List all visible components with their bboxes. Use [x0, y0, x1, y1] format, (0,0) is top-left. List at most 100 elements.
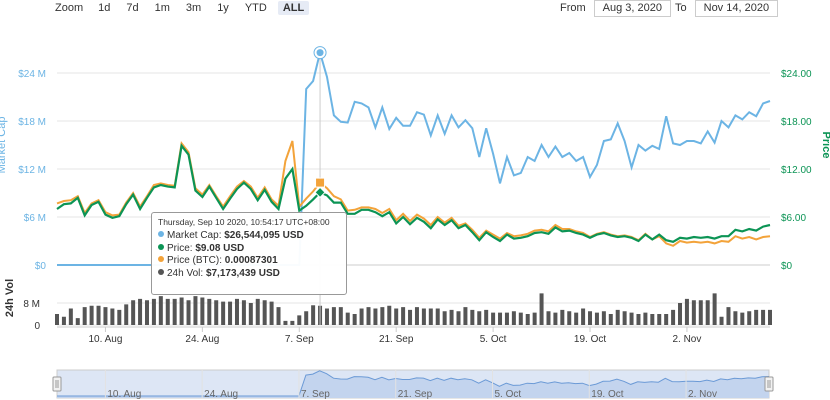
from-label: From [560, 2, 586, 14]
navigator-area [57, 370, 769, 398]
volume-bar [615, 309, 620, 325]
volume-bar [352, 314, 357, 325]
x-tick-label: 7. Sep [285, 334, 314, 345]
volume-bar [290, 320, 295, 325]
zoom-all-button[interactable]: ALL [277, 1, 310, 15]
to-label: To [675, 2, 687, 14]
zoom-1d-button[interactable]: 1d [98, 2, 111, 14]
tooltip-header: Thursday, Sep 10 2020, 10:54:17 UTC+08:0… [158, 217, 330, 227]
volume-bar [241, 300, 246, 325]
volume-bar [484, 309, 489, 325]
left-tick-label: $0 [35, 261, 47, 272]
volume-bar [761, 309, 766, 325]
right-tick-label: $18.00 [781, 117, 812, 128]
volume-bar [539, 293, 544, 325]
volume-bar [726, 307, 731, 325]
navigator-right-handle[interactable] [764, 376, 774, 392]
right-tick-label: $24.00 [781, 69, 812, 80]
left-tick-label: $24 M [18, 69, 46, 80]
price-btc-dot-icon [158, 256, 164, 262]
volume-bar [394, 308, 399, 325]
volume-bar [442, 311, 447, 325]
volume-bar [477, 311, 482, 325]
x-tick-label: 19. Oct [574, 334, 606, 345]
volume-dot-icon [158, 268, 164, 275]
navigator-tick-label: 19. Oct [591, 389, 623, 400]
volume-bar [151, 298, 156, 325]
volume-bar [449, 309, 454, 325]
volume-bar [117, 309, 122, 325]
price-dot-icon [158, 243, 164, 250]
zoom-3m-button[interactable]: 3m [185, 2, 202, 14]
tooltip-label: 24h Vol [167, 267, 201, 279]
volume-bar [498, 312, 503, 325]
volume-bar [193, 296, 198, 325]
volume-bar [671, 309, 676, 325]
volume-bar [55, 314, 59, 325]
volume-bar [532, 312, 537, 325]
navigator[interactable]: 10. Aug 24. Aug 7. Sep 21. Sep 5. Oct 19. Oct… [52, 369, 774, 400]
volume-bar [380, 307, 385, 325]
volume-bar [456, 311, 461, 325]
volume-bar [207, 298, 212, 325]
zoom-ytd-button[interactable]: YTD [244, 2, 267, 14]
from-date-input[interactable]: Aug 3, 2020 [593, 0, 672, 17]
volume-bar [581, 308, 586, 325]
navigator-tick-label: 24. Aug [204, 389, 238, 400]
zoom-1y-button[interactable]: 1y [217, 2, 229, 14]
zoom-1m-button[interactable]: 1m [154, 2, 170, 14]
volume-bar [518, 312, 523, 325]
volume-bar [103, 307, 108, 325]
volume-bar [664, 314, 669, 325]
volume-bar [124, 304, 129, 325]
date-range-to: To Nov 14, 2020 [675, 0, 779, 17]
price-btc-hover-marker [315, 177, 326, 188]
tooltip-label: Market Cap [167, 230, 219, 241]
volume-bar [82, 307, 87, 325]
volume-bar [684, 298, 689, 325]
volume-bar [110, 308, 115, 325]
volume-bar [747, 311, 752, 325]
series-lines [56, 48, 771, 266]
volume-bar [705, 300, 710, 325]
navigator-tick-label: 21. Sep [398, 389, 433, 400]
volume-bar [200, 297, 205, 325]
chart-tooltip: Thursday, Sep 10 2020, 10:54:17 UTC+08:0… [151, 212, 347, 295]
volume-bar [511, 311, 516, 325]
tooltip-value: $7,173,439 USD [205, 267, 280, 279]
volume-bar [297, 315, 302, 325]
volume-bar [525, 314, 530, 325]
volume-bar [276, 307, 281, 325]
right-tick-label: $6.00 [781, 213, 806, 224]
to-date-input[interactable]: Nov 14, 2020 [694, 0, 779, 17]
volume-bar [214, 300, 219, 325]
tooltip-value: 0.00087301 [224, 255, 278, 266]
volume-bar [331, 307, 336, 325]
tooltip-row-volume: 24h Vol: $7,173,439 USD [158, 268, 340, 281]
volume-bar [221, 301, 226, 325]
volume-bar [186, 300, 191, 325]
navigator-tick-label: 2. Nov [688, 389, 717, 400]
navigator-left-handle[interactable] [52, 376, 62, 392]
volume-bar [491, 312, 496, 325]
tooltip-row-market-cap: Market Cap: $26,544,095 USD [158, 230, 340, 243]
tooltip-label: Price [167, 242, 190, 254]
volume-tick-label: 0 [34, 321, 40, 332]
market-cap-dot-icon [158, 231, 164, 237]
zoom-7d-button[interactable]: 7d [126, 2, 139, 14]
volume-bar [421, 308, 426, 325]
volume-bar [504, 312, 509, 325]
volume-bar [228, 301, 233, 325]
volume-bar [75, 318, 80, 325]
volume-bar [345, 312, 350, 325]
volume-bar [678, 303, 683, 325]
left-tick-label: $18 M [18, 117, 46, 128]
volume-bar [629, 312, 634, 325]
volume-bar [61, 316, 66, 325]
left-axis-title: Market Cap [0, 117, 8, 174]
volume-bar [754, 309, 759, 325]
volume-bar [414, 307, 419, 325]
volume-bar [138, 298, 143, 325]
volume-bar [96, 305, 101, 325]
